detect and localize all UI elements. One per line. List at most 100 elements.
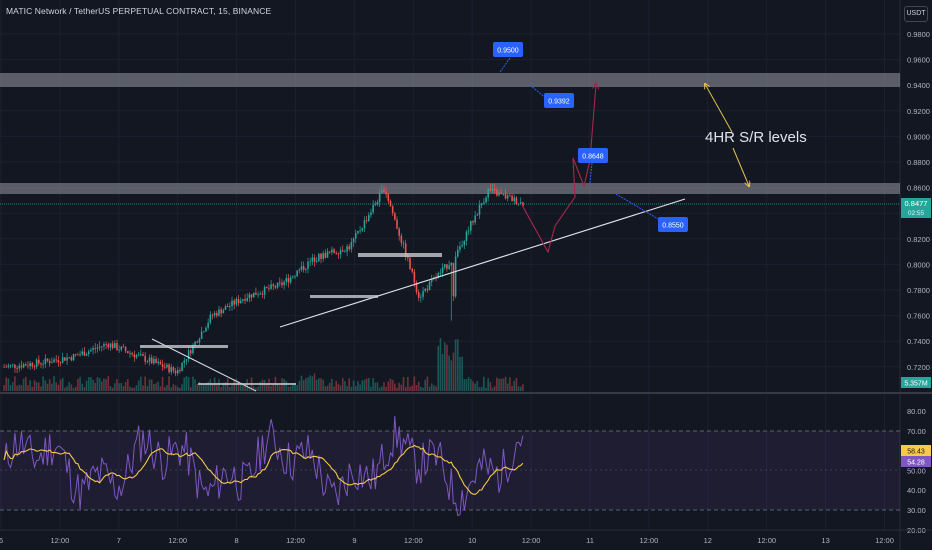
volume-bar [133,387,136,391]
candle-body [350,241,353,250]
candle-body [148,357,151,362]
candle-body [478,205,481,215]
volume-bar [252,385,255,391]
volume-bar [491,387,494,391]
candle-body [79,354,81,356]
volume-bar [57,384,60,391]
candle-body [5,366,8,368]
volume-bar [368,377,370,391]
volume-bar [237,380,240,391]
symbol-title[interactable]: MATIC Network / TetherUS PERPETUAL CONTR… [6,6,272,16]
volume-bar [315,380,318,391]
candle-body [463,240,466,246]
candle-body [239,300,242,304]
drawings[interactable]: 4HR S/R levels [140,84,807,392]
volume-bar [506,383,509,391]
volume-bar [509,377,511,391]
candle-body [506,195,509,199]
time-tick-label: 12:00 [286,536,305,545]
candle-body [196,341,199,343]
candle-body [493,188,496,190]
volume-bar [493,386,496,391]
candle-body [146,361,149,363]
volume-bar [187,377,190,391]
candle-body [354,233,357,239]
callout-08550[interactable] [658,217,688,232]
volume-bar [287,386,290,391]
volume-bar [109,385,112,391]
time-tick-label: 12:00 [51,536,70,545]
candle-body [250,294,253,298]
candle-body [417,291,420,298]
time-axis[interactable]: 6 12:00 7 12:00 8 12:00 9 12:00 10 12:00 11 12:00 12… [0,536,894,545]
time-tick-label: 11 [586,536,594,545]
level-box-4[interactable] [358,253,442,257]
time-tick-label: 12:00 [404,536,423,545]
candle-body [500,192,502,194]
level-box-2[interactable] [198,383,296,385]
candle-body [72,354,75,361]
volume-bar [127,379,129,391]
projection-path[interactable] [521,84,596,254]
volume-bar [483,376,485,391]
volume-bar [515,377,518,391]
candle-body [83,351,86,356]
candle-body [131,353,133,355]
current-price-badge[interactable] [901,198,931,218]
volume-bar [3,385,5,391]
volume-bar [66,386,68,391]
callout-08648-text: 0.8648 [582,154,604,161]
candle-body [344,251,346,253]
rsi-badge-text: 54.28 [907,460,925,467]
candle-body [413,271,416,283]
arrow-upper-level[interactable] [705,84,733,133]
level-box-1[interactable] [140,345,228,348]
volume-bar [302,380,305,391]
rsi-pane[interactable] [0,415,900,517]
callout-08648[interactable] [578,148,608,163]
time-tick-label: 12:00 [522,536,541,545]
candle-body [370,212,372,216]
volume-bar [48,379,51,391]
sr-levels-label[interactable]: 4HR S/R levels [705,129,807,146]
rsi-line [3,415,524,517]
candle-body [394,213,396,220]
volume-bar [83,387,86,391]
volume-bar [5,377,8,391]
volume-bar [461,356,463,391]
volume-bar [502,378,505,391]
price-callouts[interactable]: 0.9500 0.9392 0.8648 0.8550 [493,42,688,232]
volume-bar [326,385,329,391]
volume-bar [18,384,21,391]
candle-body [339,250,342,255]
volume-bar [25,376,27,391]
callout-0950[interactable] [493,42,523,57]
candle-body [320,253,322,259]
trendline[interactable] [279,198,686,328]
volume-bar [196,384,199,391]
currency-button[interactable]: USDT [904,6,928,22]
candle-body [179,370,181,372]
candle-body [38,359,40,364]
candle-body [318,253,320,261]
volume-bar [402,377,405,391]
volume-bar [511,385,513,391]
callout-09392[interactable] [544,93,574,108]
volume-bar [278,385,281,391]
volume-bars [3,338,524,391]
rsi-tick-label: 40.00 [907,486,926,495]
candle-body [315,260,318,262]
arrow-lower-level[interactable] [732,147,749,186]
sr-zone-lower[interactable] [0,183,900,194]
candle-body [105,344,107,345]
level-box-3[interactable] [310,295,378,298]
candle-body [296,270,298,277]
time-tick-label: 10 [468,536,476,545]
time-tick-label: 6 [0,536,3,545]
volume-bar [407,377,409,391]
volume-bar [222,382,225,391]
sr-zone-upper[interactable] [0,73,900,87]
candle-body [385,192,387,195]
candle-body [135,355,138,358]
